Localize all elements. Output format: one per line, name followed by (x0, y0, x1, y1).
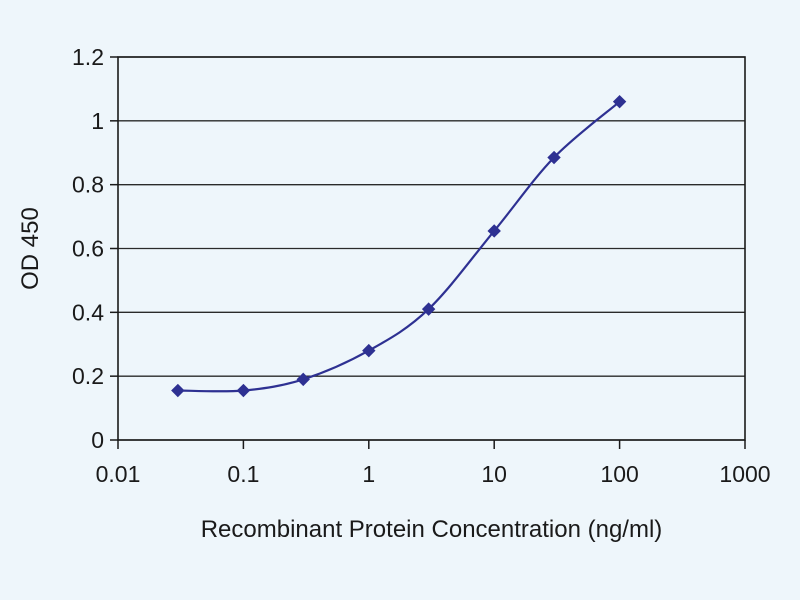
y-tick-label: 0 (91, 427, 104, 453)
x-tick-label: 1000 (719, 461, 770, 487)
x-tick-label: 1 (362, 461, 375, 487)
x-tick-label: 0.1 (227, 461, 259, 487)
data-point-marker (236, 383, 251, 398)
data-point-marker (296, 372, 310, 387)
data-point-marker (421, 302, 436, 316)
data-point-marker (547, 150, 561, 165)
y-tick-label: 0.4 (72, 299, 104, 325)
data-point-marker (171, 383, 185, 398)
y-axis-label: OD 450 (17, 207, 44, 290)
x-tick-label: 10 (481, 461, 507, 487)
data-point-marker (612, 94, 627, 109)
y-tick-label: 0.2 (72, 363, 104, 389)
x-axis-label: Recombinant Protein Concentration (ng/ml… (201, 516, 663, 543)
plot-border (117, 56, 746, 441)
data-point-marker (362, 343, 376, 358)
y-tick-label: 0.8 (72, 172, 104, 198)
y-tick-label: 0.6 (72, 236, 104, 262)
y-tick-label: 1 (91, 108, 104, 134)
data-point-marker (487, 224, 501, 238)
y-tick-label: 1.2 (72, 44, 104, 70)
x-tick-label: 100 (600, 461, 638, 487)
x-tick-label: 0.01 (96, 461, 141, 487)
